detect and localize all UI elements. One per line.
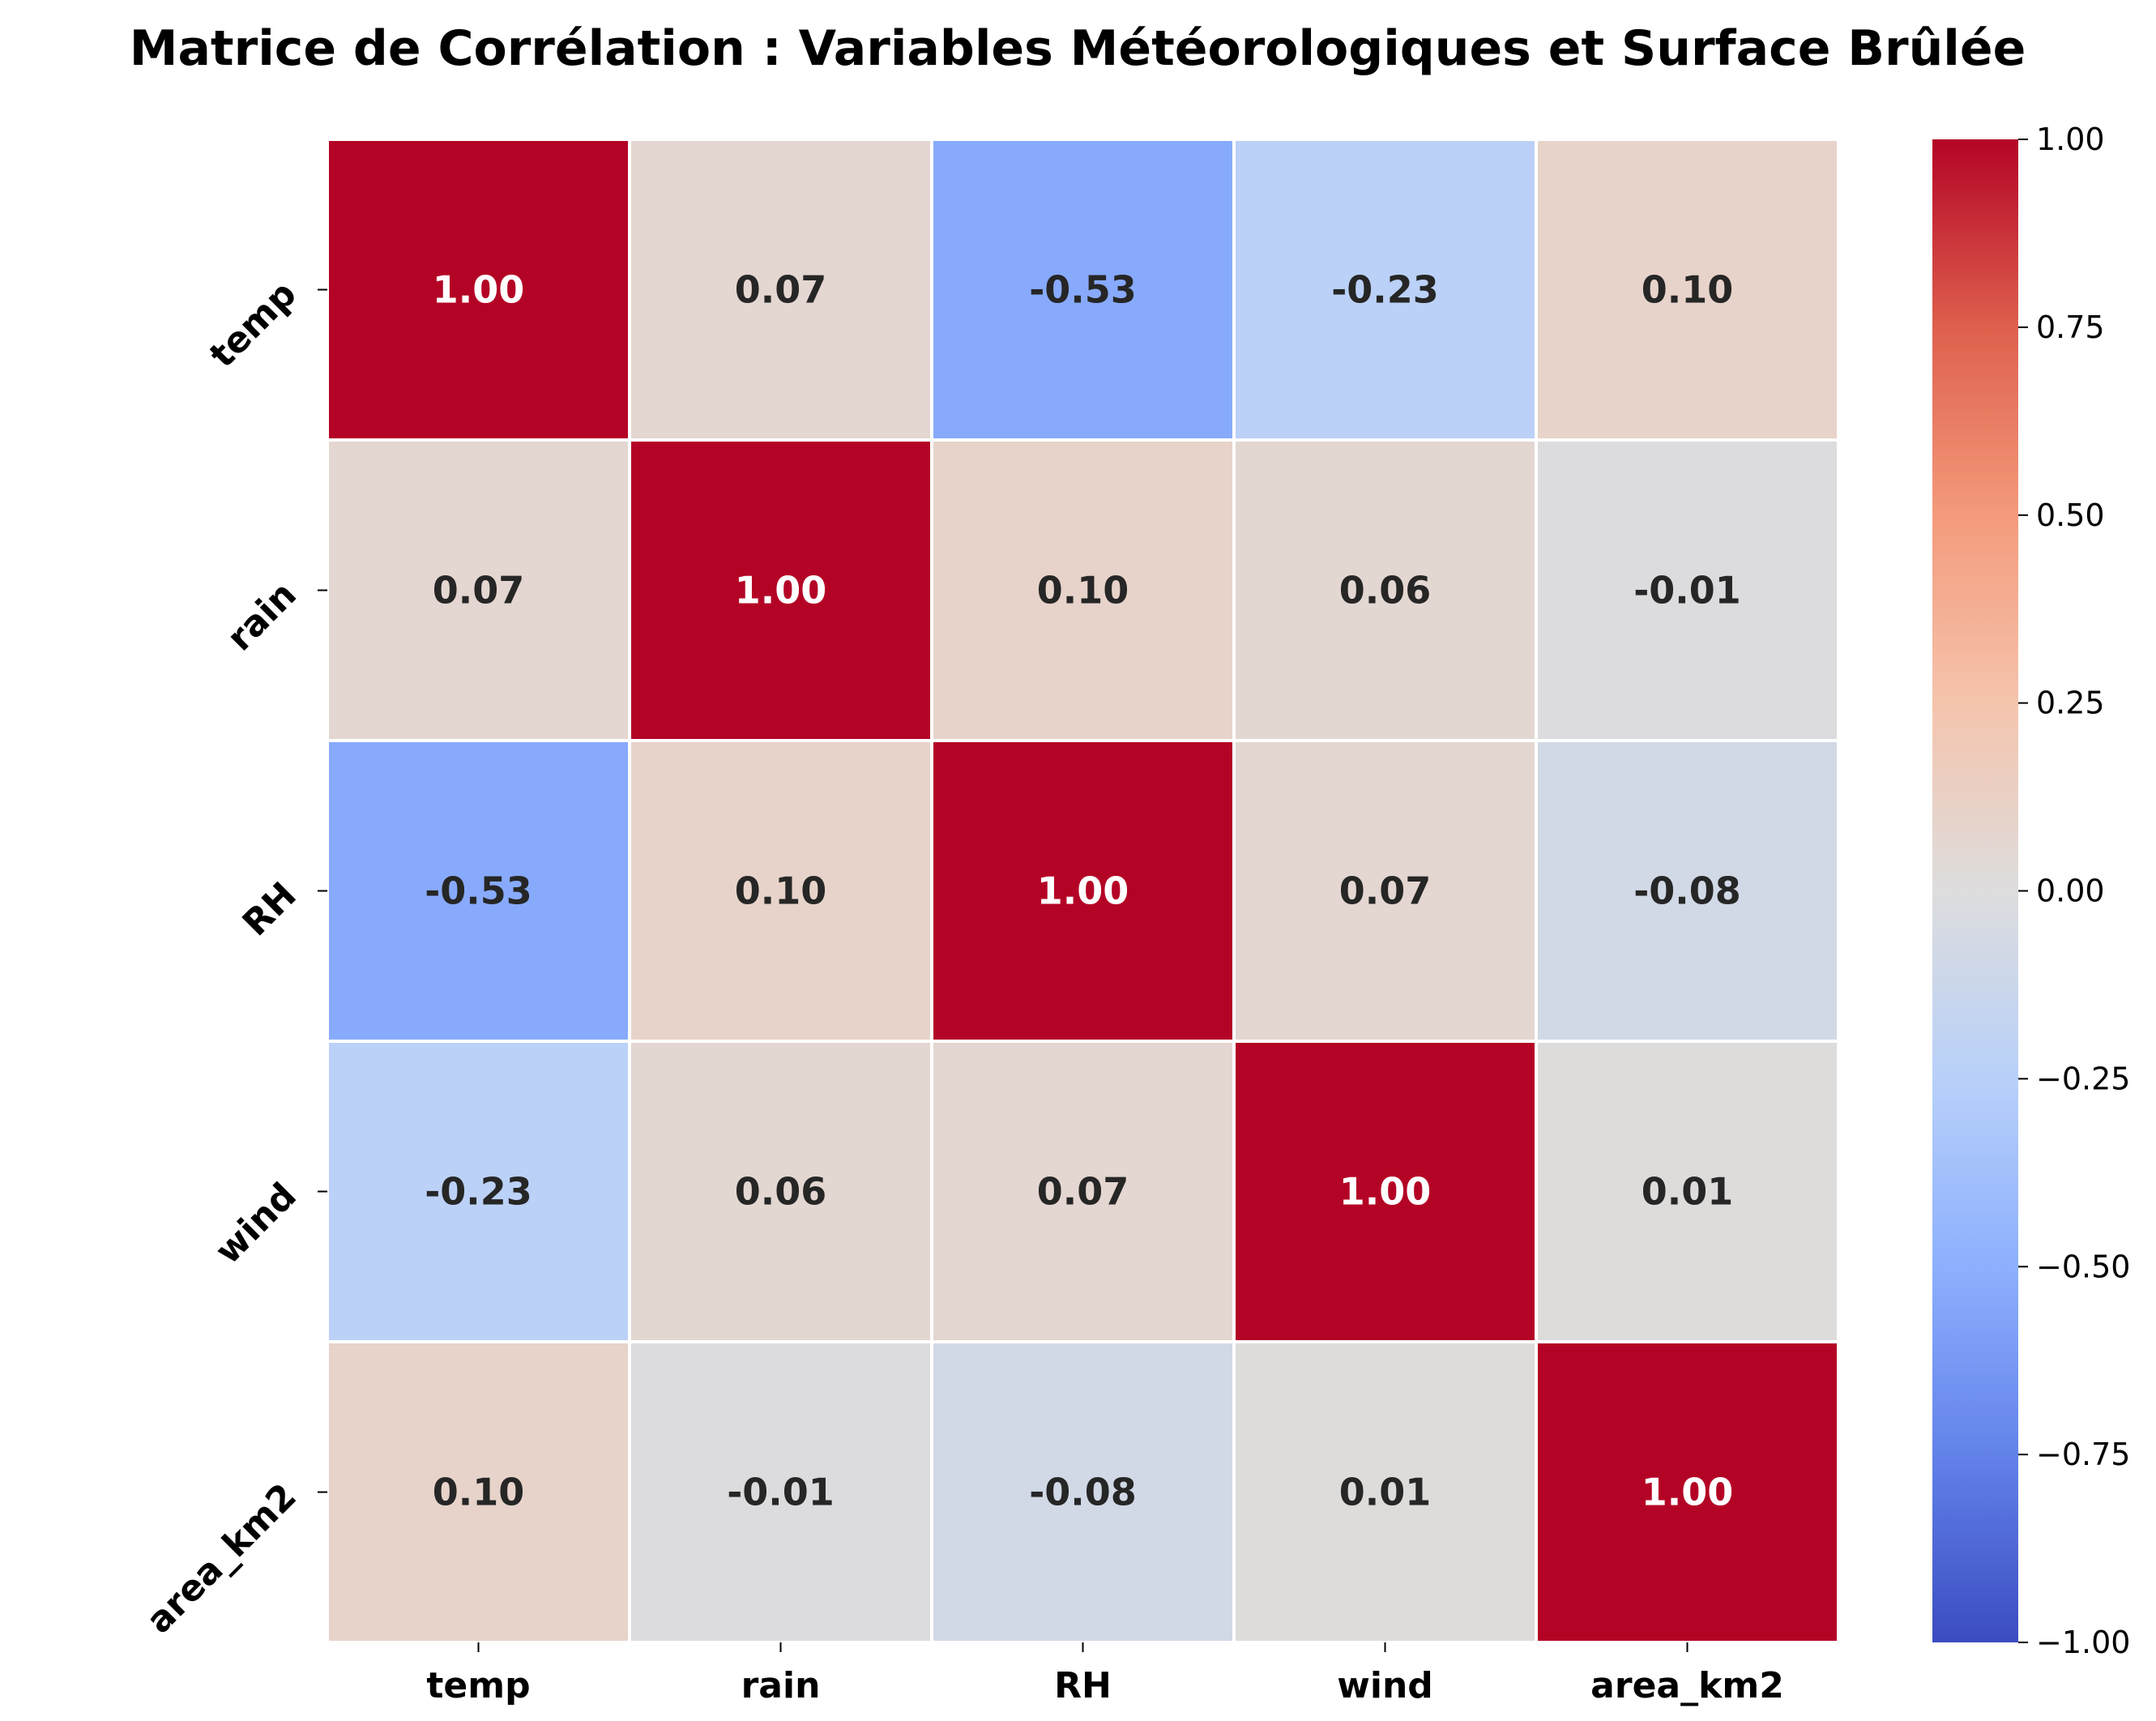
heatmap-cell-wind-rain [628,1040,933,1343]
chart-title: Matrice de Corrélation : Variables Météo… [130,20,2026,77]
heatmap-cell-wind-RH [930,1040,1236,1343]
y-tick-label: temp [202,273,305,376]
colorbar-tick-label: 0.75 [2036,310,2105,345]
heatmap-annotation: 0.10 [1642,268,1734,312]
heatmap-cell-RH-wind [1232,739,1538,1043]
heatmap-annotation: 0.07 [433,569,525,613]
heatmap-cell-rain-temp [326,438,631,742]
heatmap-annotation: 0.07 [1339,869,1432,913]
heatmap-annotation: -0.08 [1633,869,1741,913]
y-tick-label: area_km2 [139,1475,305,1642]
x-tick-label: temp [426,1665,530,1706]
colorbar-tick-label: 0.50 [2036,498,2105,533]
x-axis: temp rain RH wind area_km2 [426,1642,1784,1706]
heatmap-cell-area_km2-temp [326,1340,631,1644]
colorbar-tick-label: −0.50 [2036,1249,2130,1284]
y-tick-label: wind [207,1175,305,1272]
colorbar-gradient [1932,139,2018,1642]
heatmap-annotation: 0.07 [1037,1170,1129,1214]
colorbar-tick-label: 0.00 [2036,873,2105,909]
x-tick-label: wind [1337,1665,1433,1706]
heatmap-cell-temp-wind [1232,138,1538,442]
heatmap-annotation: 0.10 [1037,569,1129,613]
heatmap-cell-temp-rain [628,138,933,442]
heatmap-annotation: -0.01 [727,1471,835,1514]
heatmap-annotation: -0.53 [425,869,532,913]
heatmap-annotation: -0.08 [1029,1471,1137,1514]
colorbar-tick-label: 1.00 [2036,122,2105,157]
x-tick-label: rain [741,1665,821,1706]
heatmap-annotation: 1.00 [735,569,827,613]
heatmap-cell-area_km2-rain [628,1340,933,1644]
heatmap-cell-RH-area_km2 [1535,739,1840,1043]
heatmap-annotation: 1.00 [1339,1170,1432,1214]
heatmap-cell-temp-RH [930,138,1236,442]
x-tick-label: RH [1054,1665,1112,1706]
heatmap-annotation: -0.01 [1633,569,1741,613]
heatmap-annotation: 1.00 [1037,869,1129,913]
heatmap-annotation: 0.06 [735,1170,827,1214]
heatmap-annotation: 0.07 [735,268,827,312]
heatmap-cell-wind-wind [1232,1040,1538,1343]
heatmap-annotations: 1.00 0.07 -0.53 -0.23 0.10 0.07 1.00 0.10 0.06 -0… [425,268,1741,1514]
heatmap-cell-area_km2-area_km2 [1535,1340,1840,1644]
heatmap-annotation: 0.01 [1642,1170,1734,1214]
heatmap-cell-rain-RH [930,438,1236,742]
heatmap-cell-temp-area_km2 [1535,138,1840,442]
colorbar-tick-label: −1.00 [2036,1625,2130,1660]
heatmap-annotation: 1.00 [1642,1471,1734,1514]
colorbar-tick-label: −0.25 [2036,1061,2130,1096]
heatmap-annotation: 0.01 [1339,1471,1432,1514]
y-axis: temp rain RH wind area_km2 [139,273,327,1642]
y-tick-label: RH [235,874,305,944]
y-tick-label: rain [220,574,305,659]
heatmap-annotation: -0.23 [425,1170,532,1214]
x-tick-label: area_km2 [1590,1665,1784,1706]
heatmap-cell-wind-area_km2 [1535,1040,1840,1343]
heatmap-cell-temp-temp [326,138,631,442]
heatmap-cells [326,138,1840,1644]
heatmap-annotation: -0.23 [1331,268,1439,312]
heatmap-cell-RH-rain [628,739,933,1043]
heatmap-cell-rain-area_km2 [1535,438,1840,742]
heatmap-annotation: 1.00 [433,268,525,312]
heatmap-annotation: 0.06 [1339,569,1432,613]
heatmap-annotation: 0.10 [735,869,827,913]
heatmap-cell-RH-RH [930,739,1236,1043]
heatmap-cell-area_km2-RH [930,1340,1236,1644]
colorbar-tick-label: 0.25 [2036,685,2105,721]
heatmap-annotation: -0.53 [1029,268,1137,312]
heatmap-annotation: 0.10 [433,1471,525,1514]
colorbar: 1.00 0.75 0.50 0.25 0.00 −0.25 −0.50 −0.75 −1.00 [1932,122,2130,1660]
colorbar-tick-label: −0.75 [2036,1437,2130,1472]
